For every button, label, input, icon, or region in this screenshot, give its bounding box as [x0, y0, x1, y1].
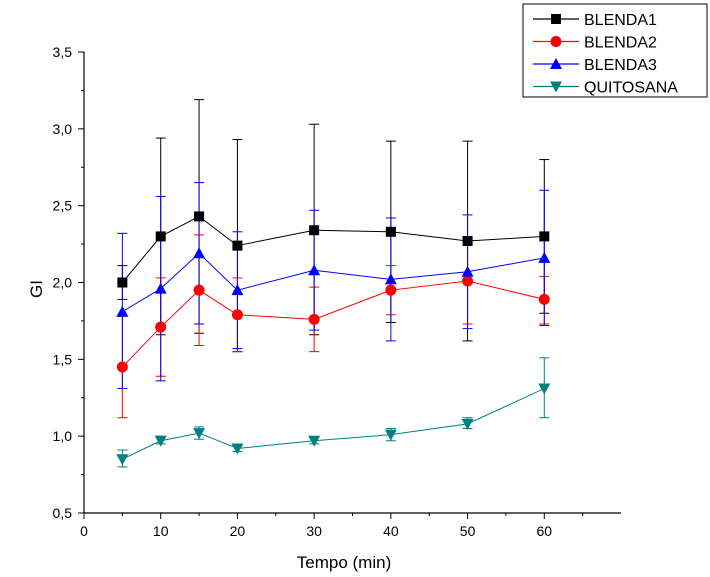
data-point	[538, 293, 550, 305]
legend-swatch-marker	[550, 81, 562, 93]
y-tick-label: 0,5	[53, 505, 73, 521]
y-tick-label: 1,5	[53, 351, 73, 367]
data-point	[231, 284, 244, 296]
series-line	[122, 252, 545, 313]
y-tick-label: 1,0	[53, 428, 73, 444]
legend-label: BLENDA2	[584, 35, 657, 52]
x-tick-label: 60	[536, 523, 552, 539]
y-axis-label: GI	[27, 280, 46, 298]
x-tick-label: 0	[80, 523, 88, 539]
legend: BLENDA1 BLENDA2 BLENDA3 QUITOSANA	[522, 3, 708, 98]
data-point	[538, 251, 551, 263]
data-point	[193, 247, 206, 259]
data-point	[309, 225, 320, 236]
data-point	[384, 273, 397, 285]
data-point	[385, 226, 396, 237]
data-point	[231, 309, 243, 321]
data-point	[117, 277, 128, 288]
data-point	[232, 240, 243, 251]
x-tick-label: 50	[460, 523, 476, 539]
data-point	[194, 211, 205, 222]
series-line	[121, 280, 545, 368]
legend-label: QUITOSANA	[584, 80, 678, 97]
x-tick-label: 10	[153, 523, 169, 539]
data-point	[462, 236, 473, 247]
data-point	[461, 418, 474, 430]
data-point	[539, 231, 550, 242]
legend-label: BLENDA3	[584, 57, 657, 74]
y-tick-label: 3,0	[53, 121, 73, 137]
x-tick-label: 40	[383, 523, 399, 539]
y-tick-label: 2,5	[53, 198, 73, 214]
series-line	[122, 388, 545, 460]
legend-swatch-marker	[550, 58, 562, 69]
data-point	[193, 428, 206, 440]
error-bars	[117, 99, 550, 468]
y-tick-label: 3,5	[53, 44, 73, 60]
x-axis-label: Tempo (min)	[297, 553, 391, 572]
legend-swatch-marker	[550, 36, 562, 47]
data-point	[116, 305, 129, 317]
data-point	[154, 435, 167, 447]
data-point	[538, 383, 551, 395]
legend-swatch-marker	[551, 14, 561, 24]
series-line	[121, 215, 545, 283]
x-tick-label: 20	[230, 523, 246, 539]
legend-label: BLENDA1	[584, 12, 657, 29]
x-tick-label: 30	[306, 523, 322, 539]
data-point	[155, 231, 166, 242]
data-point	[308, 313, 320, 325]
data-point	[462, 275, 474, 287]
data-point	[193, 284, 205, 296]
data-point	[116, 454, 129, 466]
data-point	[154, 282, 167, 294]
data-point	[308, 264, 321, 276]
data-point	[231, 443, 244, 455]
data-point	[155, 321, 167, 333]
data-point	[116, 361, 128, 373]
data-point	[308, 435, 321, 447]
y-tick-label: 2,0	[53, 275, 73, 291]
series-lines	[121, 215, 545, 460]
series-markers	[116, 211, 551, 466]
data-point	[461, 265, 474, 277]
axes: 0 10 20 30 40 50 60 0,5 1,0 1,5 2,0 2,5 3,0 3,5	[53, 44, 621, 539]
data-point	[384, 429, 397, 441]
data-point	[385, 284, 397, 296]
